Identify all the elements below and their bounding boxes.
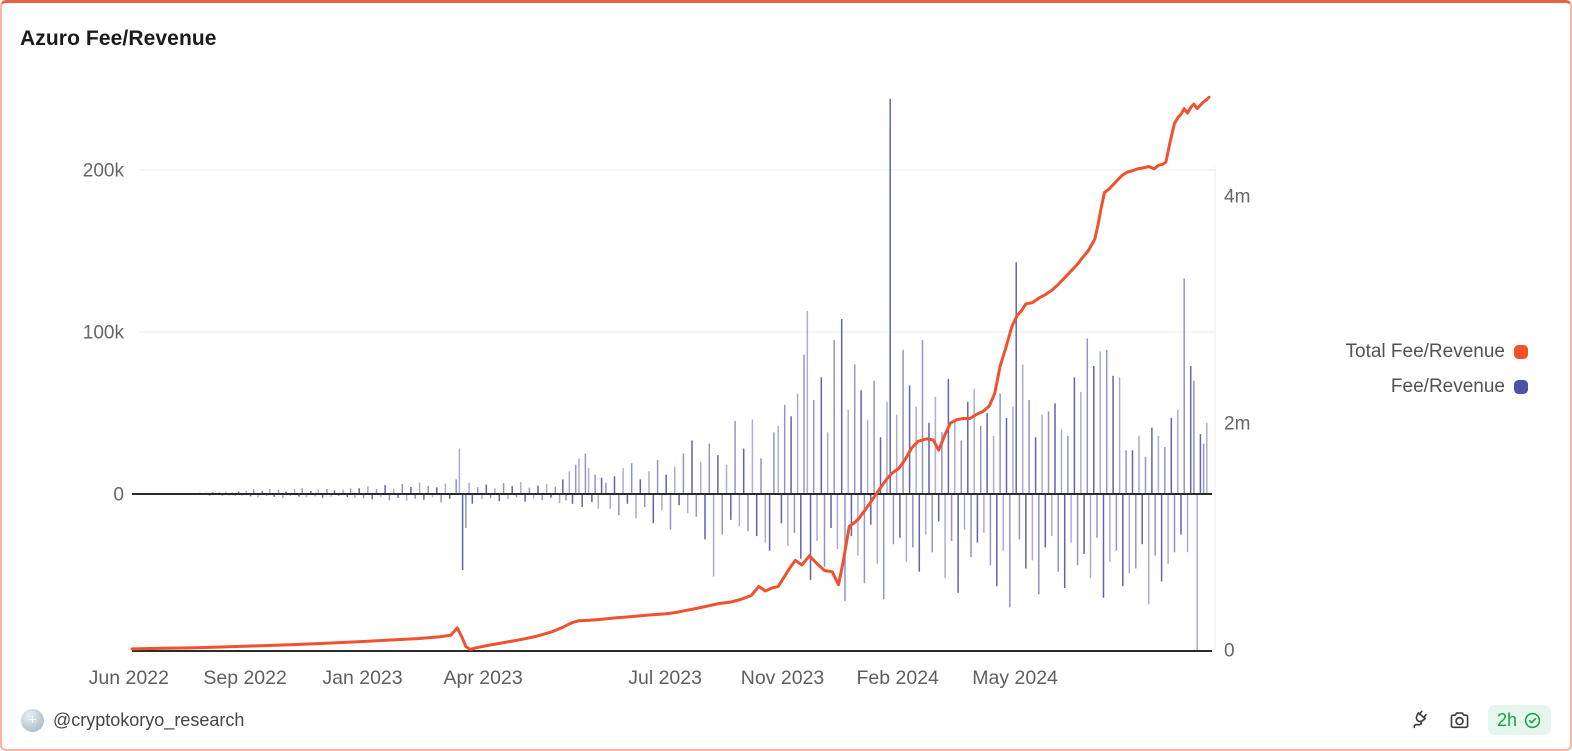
footer: + @cryptokoryo_research xyxy=(2,698,1570,742)
chart-legend: Total Fee/Revenue Fee/Revenue xyxy=(1345,334,1528,404)
legend-item-total-fee-revenue[interactable]: Total Fee/Revenue xyxy=(1345,334,1528,369)
x-axis-tick: Jan 2023 xyxy=(322,667,402,689)
plug-icon[interactable] xyxy=(1408,709,1431,732)
x-axis-tick: Jul 2023 xyxy=(628,667,702,689)
x-axis-tick: Apr 2023 xyxy=(444,667,523,689)
left-axis-tick: 0 xyxy=(113,485,124,506)
fee-revenue-bars xyxy=(205,310,1208,652)
x-axis-tick: Jun 2022 xyxy=(89,667,169,689)
author-link[interactable]: + @cryptokoryo_research xyxy=(21,708,245,732)
fee-revenue-bars xyxy=(202,278,1205,608)
refresh-age-badge[interactable]: 2h xyxy=(1487,705,1551,735)
chart-title: Azuro Fee/Revenue xyxy=(20,27,217,50)
legend-swatch xyxy=(1514,379,1528,394)
total-fee-revenue-line xyxy=(130,95,1211,651)
right-axis-tick: 4m xyxy=(1224,187,1250,208)
legend-label: Total Fee/Revenue xyxy=(1345,340,1506,362)
footer-actions: 2h xyxy=(1408,705,1551,735)
x-axis-tick: May 2024 xyxy=(972,667,1058,689)
avatar: + xyxy=(21,708,44,732)
verified-check-icon xyxy=(1524,712,1541,728)
legend-label: Fee/Revenue xyxy=(1390,375,1505,397)
x-axis-tick: Feb 2024 xyxy=(856,667,939,689)
left-axis-tick: 200k xyxy=(83,161,125,182)
fee-revenue-bars xyxy=(199,98,1202,598)
sparkle-plus-icon: + xyxy=(28,711,37,728)
legend-item-fee-revenue[interactable]: Fee/Revenue xyxy=(1391,369,1528,404)
right-axis-tick: 2m xyxy=(1224,414,1250,435)
legend-swatch xyxy=(1514,344,1528,359)
refresh-age-label: 2h xyxy=(1496,709,1517,730)
author-handle: @cryptokoryo_research xyxy=(53,709,245,730)
x-axis-tick: Sep 2022 xyxy=(203,667,287,689)
chart-canvas: 0 100k 200k 0 2m 4m Jun 2022 Sep 2022 Jan 2023 Ap… xyxy=(83,95,1250,689)
right-axis-tick: 0 xyxy=(1224,641,1235,662)
left-axis-tick: 100k xyxy=(83,323,125,344)
x-axis-tick: Nov 2023 xyxy=(741,667,824,689)
camera-icon[interactable] xyxy=(1448,709,1471,732)
